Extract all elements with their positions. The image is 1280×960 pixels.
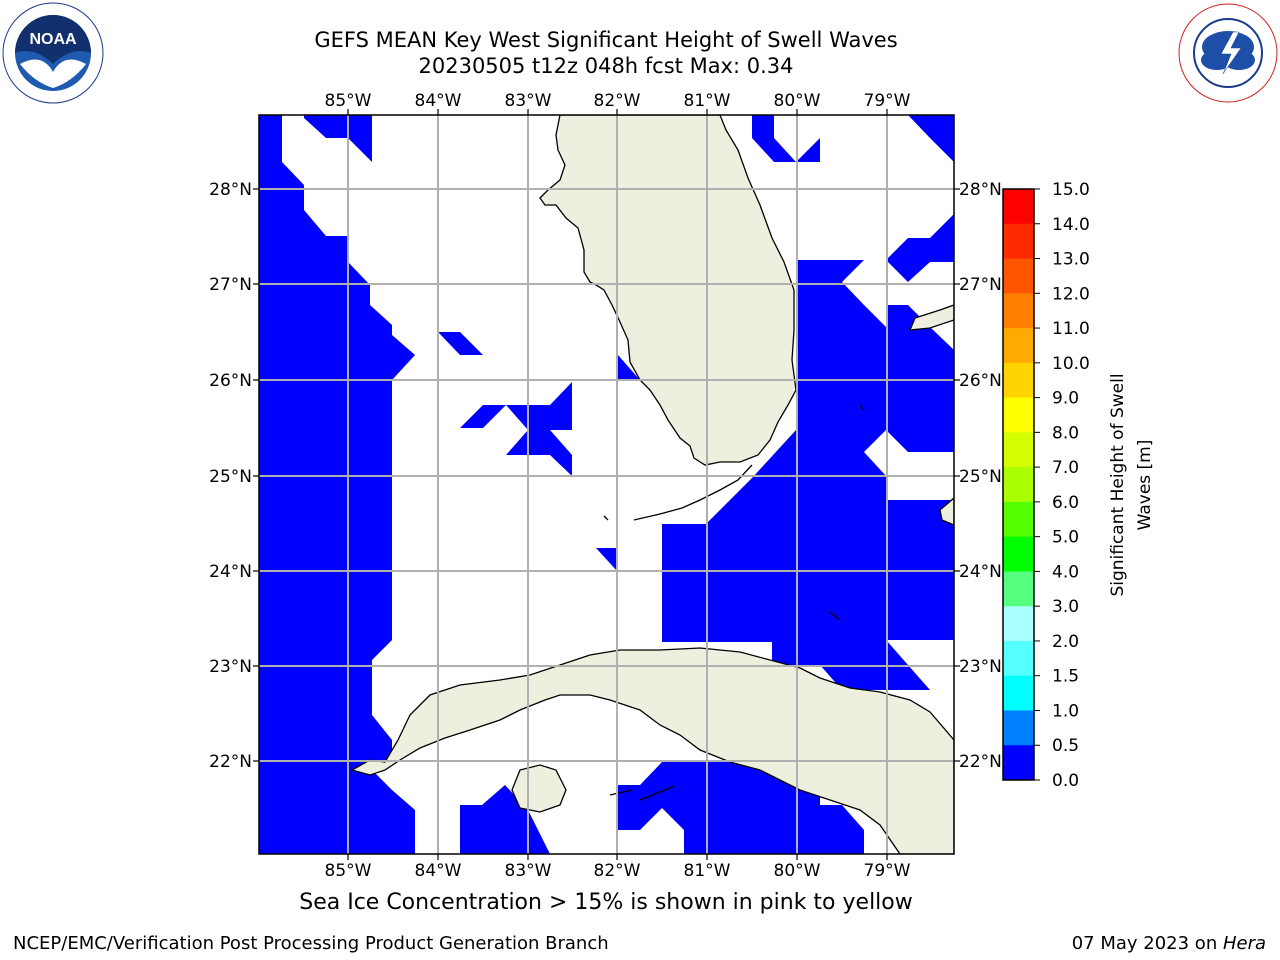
- cuba-land: [350, 647, 954, 854]
- colorbar-segment: [1003, 745, 1034, 781]
- lat-label: 23°N: [959, 657, 1002, 677]
- colorbar-label: Significant Height of Swell: [1108, 373, 1128, 596]
- lon-label: 83°W: [505, 861, 552, 881]
- colorbar-tick-label: 6.0: [1052, 493, 1079, 513]
- colorbar: [1002, 188, 1035, 781]
- colorbar-segment: [1003, 536, 1034, 572]
- lat-label: 26°N: [209, 371, 252, 391]
- colorbar-label-units: Waves [m]: [1135, 440, 1155, 531]
- chart-subtitle: 20230505 t12z 048h fcst Max: 0.34: [418, 54, 794, 78]
- colorbar-segment: [1003, 571, 1034, 607]
- lat-label: 25°N: [959, 467, 1002, 487]
- colorbar-tick-label: 15.0: [1052, 180, 1090, 200]
- lat-label: 24°N: [209, 562, 252, 582]
- nws-logo: [1177, 2, 1279, 104]
- lon-label: 80°W: [774, 861, 821, 881]
- lon-label: 82°W: [594, 861, 641, 881]
- colorbar-segment: [1003, 258, 1034, 294]
- lon-label: 81°W: [684, 861, 731, 881]
- colorbar-tick-label: 9.0: [1052, 389, 1079, 409]
- colorbar-tick-label: 2.0: [1052, 632, 1079, 652]
- footer-right: 07 May 2023 on Hera: [1072, 933, 1266, 954]
- lon-labels-top: 85°W 84°W 83°W 82°W 81°W 80°W 79°W: [325, 91, 911, 111]
- colorbar-segment: [1003, 293, 1034, 329]
- lat-labels-left: 28°N 27°N 26°N 25°N 24°N 23°N 22°N: [209, 180, 252, 772]
- colorbar-tick-label: 0.0: [1052, 771, 1079, 791]
- footer-host: Hera: [1222, 933, 1266, 954]
- colorbar-tick-label: 8.0: [1052, 423, 1079, 443]
- colorbar-tick-label: 7.0: [1052, 458, 1079, 478]
- colorbar-tick-label: 1.5: [1052, 667, 1079, 687]
- colorbar-segment: [1003, 432, 1034, 468]
- lat-label: 28°N: [959, 180, 1002, 200]
- noaa-logo-text: NOAA: [29, 31, 77, 48]
- map-frame: [258, 114, 955, 855]
- lat-label: 24°N: [959, 562, 1002, 582]
- colorbar-segment: [1003, 501, 1034, 538]
- colorbar-segment: [1003, 362, 1034, 399]
- lon-label: 84°W: [415, 861, 462, 881]
- graticule: [259, 115, 954, 854]
- chart-title: GEFS MEAN Key West Significant Height of…: [314, 28, 898, 52]
- lon-label: 79°W: [864, 91, 911, 111]
- colorbar-frame: [1002, 188, 1035, 781]
- lat-label: 23°N: [209, 657, 252, 677]
- lat-label: 27°N: [209, 275, 252, 295]
- colorbar-segment: [1003, 675, 1034, 711]
- colorbar-tick-label: 13.0: [1052, 250, 1090, 270]
- colorbar-tick-label: 1.0: [1052, 701, 1079, 721]
- lat-labels-right: 28°N 27°N 26°N 25°N 24°N 23°N 22°N: [959, 180, 1002, 772]
- tick-marks: [253, 109, 960, 860]
- colorbar-tick-label: 5.0: [1052, 528, 1079, 548]
- lon-label: 82°W: [594, 91, 641, 111]
- colorbar-segment: [1003, 640, 1034, 677]
- colorbar-ticks: 15.0 14.0 13.0 12.0 11.0 10.0 9.0 8.0 7.0 6.0 5.0 4…: [1034, 180, 1090, 791]
- colorbar-segment: [1003, 189, 1034, 225]
- colorbar-tick-label: 3.0: [1052, 597, 1079, 617]
- noaa-logo: NOAA: [2, 2, 104, 104]
- lon-label: 83°W: [505, 91, 552, 111]
- lon-label: 84°W: [415, 91, 462, 111]
- colorbar-segment: [1003, 710, 1034, 746]
- lon-label: 81°W: [684, 91, 731, 111]
- lat-label: 25°N: [209, 467, 252, 487]
- colorbar-tick-label: 12.0: [1052, 284, 1090, 304]
- colorbar-tick-label: 14.0: [1052, 215, 1090, 235]
- lon-labels-bottom: 85°W 84°W 83°W 82°W 81°W 80°W 79°W: [325, 861, 911, 881]
- colorbar-tick-label: 10.0: [1052, 354, 1090, 374]
- colorbar-tick-label: 4.0: [1052, 562, 1079, 582]
- lat-label: 28°N: [209, 180, 252, 200]
- lon-label: 80°W: [774, 91, 821, 111]
- colorbar-segment: [1003, 606, 1034, 642]
- lat-label: 22°N: [959, 752, 1002, 772]
- colorbar-segment: [1003, 467, 1034, 503]
- lon-label: 85°W: [325, 91, 372, 111]
- footer-date: 07 May 2023 on: [1071, 933, 1223, 954]
- footer-left: NCEP/EMC/Verification Post Processing Pr…: [13, 933, 609, 954]
- florida-land: [539, 115, 797, 466]
- colorbar-tick-label: 11.0: [1052, 319, 1090, 339]
- map-area: [259, 115, 954, 854]
- lat-label: 27°N: [959, 275, 1002, 295]
- lon-label: 79°W: [864, 861, 911, 881]
- colorbar-segment: [1003, 223, 1034, 260]
- lon-label: 85°W: [325, 861, 372, 881]
- colorbar-segment: [1003, 328, 1034, 364]
- colorbar-tick-label: 0.5: [1052, 736, 1079, 756]
- colorbar-segment: [1003, 397, 1034, 433]
- lat-label: 26°N: [959, 371, 1002, 391]
- sea-ice-note: Sea Ice Concentration > 15% is shown in …: [299, 890, 913, 915]
- lat-label: 22°N: [209, 752, 252, 772]
